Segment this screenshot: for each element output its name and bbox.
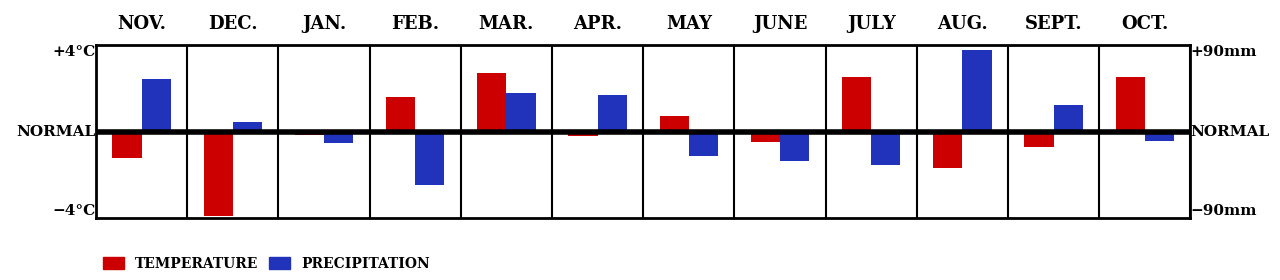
Bar: [842, 77, 872, 132]
Bar: [113, 132, 142, 158]
Text: +90mm: +90mm: [1190, 45, 1257, 59]
Bar: [324, 132, 353, 143]
Bar: [415, 132, 444, 185]
Bar: [1116, 77, 1144, 132]
Bar: [751, 132, 780, 143]
Text: −4°C: −4°C: [52, 204, 96, 218]
Bar: [568, 132, 598, 136]
Bar: [477, 73, 507, 132]
Bar: [233, 122, 262, 132]
Bar: [387, 97, 415, 132]
Bar: [598, 95, 627, 132]
Text: +4°C: +4°C: [52, 45, 96, 59]
Bar: [780, 132, 809, 160]
Bar: [689, 132, 718, 156]
Text: −90mm: −90mm: [1190, 204, 1257, 218]
Bar: [659, 116, 689, 132]
Bar: [963, 50, 992, 132]
Text: NORMAL: NORMAL: [17, 125, 96, 139]
Bar: [294, 132, 324, 135]
Bar: [1144, 132, 1174, 141]
Bar: [142, 79, 170, 132]
Bar: [204, 132, 233, 216]
Bar: [1024, 132, 1053, 147]
Text: NORMAL: NORMAL: [1190, 125, 1270, 139]
Bar: [507, 93, 535, 132]
Legend: TEMPERATURE, PRECIPITATION: TEMPERATURE, PRECIPITATION: [102, 256, 430, 270]
Bar: [933, 132, 963, 169]
Bar: [1053, 105, 1083, 132]
Bar: [872, 132, 900, 165]
